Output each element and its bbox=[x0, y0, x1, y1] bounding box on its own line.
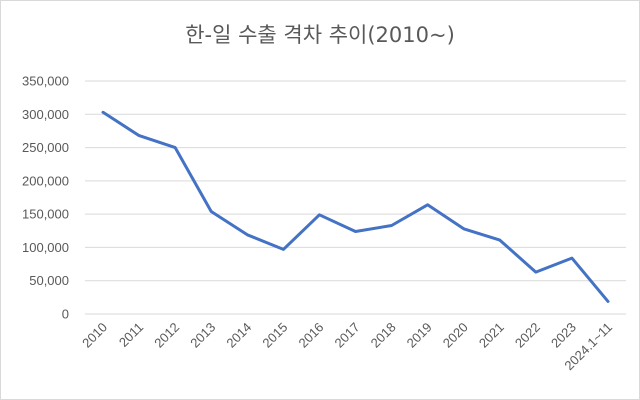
x-tick-label: 2015 bbox=[259, 320, 290, 351]
y-tick-label: 150,000 bbox=[22, 207, 69, 222]
x-axis-tick-labels: 2010 2011 2012 2013 2014 2015 2016 2017 2018 2019… bbox=[79, 320, 615, 374]
y-tick-label: 50,000 bbox=[29, 273, 69, 288]
x-tick-label: 2010 bbox=[79, 320, 110, 351]
x-tick-label: 2019 bbox=[404, 320, 435, 351]
y-tick-label: 350,000 bbox=[22, 74, 69, 89]
x-tick-label: 2012 bbox=[151, 320, 182, 351]
x-tick-label: 2017 bbox=[332, 320, 363, 351]
y-tick-label: 0 bbox=[62, 307, 69, 322]
series-lines bbox=[101, 110, 610, 303]
chart-title: 한-일 수출 격차 추이(2010~) bbox=[185, 23, 455, 47]
x-tick-label: 2014 bbox=[223, 320, 254, 351]
y-tick-label: 200,000 bbox=[22, 173, 69, 188]
x-tick-label: 2011 bbox=[116, 320, 146, 350]
x-tick-label: 2020 bbox=[440, 320, 471, 351]
gridlines bbox=[85, 80, 626, 315]
x-tick-label: 2013 bbox=[187, 320, 218, 351]
x-tick-label: 2016 bbox=[295, 320, 326, 351]
x-tick-label: 2021 bbox=[476, 320, 507, 351]
y-tick-label: 100,000 bbox=[22, 240, 69, 255]
y-axis-tick-labels: 0 50,000 100,000 150,000 200,000 250,000 300,0… bbox=[22, 74, 69, 322]
x-tick-label: 2018 bbox=[368, 320, 399, 351]
series-line bbox=[101, 110, 610, 303]
x-tick-label: 2023 bbox=[548, 320, 579, 351]
x-tick-label: 2022 bbox=[512, 320, 543, 351]
y-tick-label: 250,000 bbox=[22, 140, 69, 155]
y-tick-label: 300,000 bbox=[22, 107, 69, 122]
